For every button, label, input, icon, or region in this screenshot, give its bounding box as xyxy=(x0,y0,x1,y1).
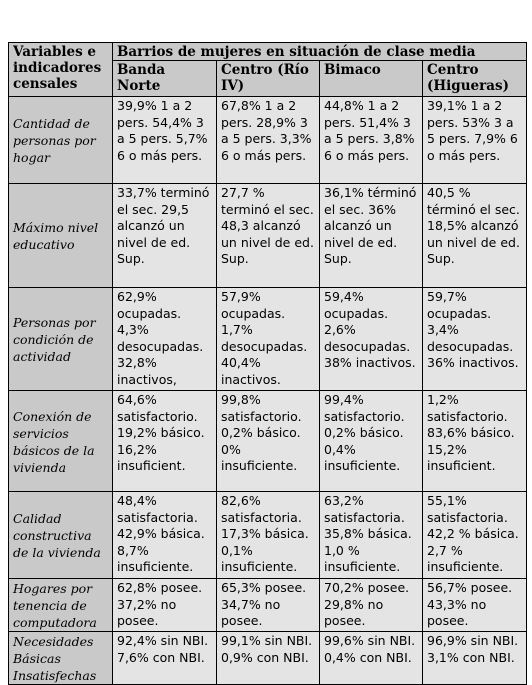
table-row: Máximo nivel educativo 33,7% terminó el … xyxy=(8,183,528,288)
table-cell: 48,4% satisfactoria. 42,9% básica. 8,7% … xyxy=(112,491,217,579)
table-cell: 59,7% ocupadas. 3,4% desocupadas. 36% in… xyxy=(421,287,528,391)
table-cell: 62,8% posee. 37,2% no posee. xyxy=(112,578,217,632)
row-label: Personas por condición de actividad xyxy=(8,287,113,391)
table-row: Conexión de servicios básicos de la vivi… xyxy=(8,390,528,492)
table-row: Calidad constructiva de la vivienda 48,4… xyxy=(8,491,528,579)
table-row: Hogares por tenencia de computadora 62,8… xyxy=(8,578,528,632)
table-cell: 92,4% sin NBI. 7,6% con NBI. xyxy=(112,631,217,685)
table-row: Necesidades Básicas Insatisfechas 92,4% … xyxy=(8,631,528,685)
table-cell: 59,4% ocupadas. 2,6% desocupadas. 38% in… xyxy=(319,287,423,391)
table-cell: 44,8% 1 a 2 pers. 51,4% 3 a 5 pers. 3,8%… xyxy=(319,96,423,184)
table-cell: 36,1% términó el sec. 36% alcanzó un niv… xyxy=(319,183,423,288)
column-header-centro-higueras: Centro (Higueras) xyxy=(421,60,528,97)
table-cell: 57,9% ocupadas. 1,7% desocupadas. 40,4% … xyxy=(216,287,320,391)
row-label: Cantidad de personas por hogar xyxy=(8,96,113,184)
table-header-row: Variables e indicadores censales Barrios… xyxy=(8,42,528,97)
table-cell: 99,8% satisfactorio. 0,2% básico. 0% ins… xyxy=(216,390,320,492)
table-cell: 39,9% 1 a 2 pers. 54,4% 3 a 5 pers. 5,7%… xyxy=(112,96,217,184)
row-label: Calidad constructiva de la vivienda xyxy=(8,491,113,579)
table-row: Personas por condición de actividad 62,9… xyxy=(8,287,528,391)
table-cell: 63,2% satisfactoria. 35,8% básica. 1,0 %… xyxy=(319,491,423,579)
table-cell: 64,6% satisfactorio. 19,2% básico. 16,2%… xyxy=(112,390,217,492)
table-cell: 96,9% sin NBI. 3,1% con NBI. xyxy=(421,631,528,685)
table-cell: 39,1% 1 a 2 pers. 53% 3 a 5 pers. 7,9% 6… xyxy=(421,96,528,184)
neighborhoods-group-header: Barrios de mujeres en situación de clase… xyxy=(111,42,528,61)
table-cell: 62,9% ocupadas. 4,3% desocupadas. 32,8% … xyxy=(112,287,217,391)
column-header-bimaco: Bimaco xyxy=(319,60,423,97)
column-header-banda-norte: Banda Norte xyxy=(112,60,217,97)
table-cell: 27,7 % terminó el sec. 48,3 alcanzó un n… xyxy=(216,183,320,288)
table-cell: 99,6% sin NBI. 0,4% con NBI. xyxy=(319,631,423,685)
column-header-centro-rio-iv: Centro (Río IV) xyxy=(216,60,320,97)
table-cell: 40,5 % términó el sec. 18,5% alcanzó un … xyxy=(421,183,528,288)
variables-header: Variables e indicadores censales xyxy=(8,42,113,97)
column-header-row: Banda Norte Centro (Río IV) Bimaco Centr… xyxy=(9,60,528,97)
table-cell: 1,2% satisfactorio. 83,6% básico. 15,2% … xyxy=(421,390,528,492)
table-cell: 65,3% posee. 34,7% no posee. xyxy=(216,578,320,632)
table-cell: 33,7% terminó el sec. 29,5 alcanzó un ni… xyxy=(112,183,217,288)
row-label: Conexión de servicios básicos de la vivi… xyxy=(8,390,113,492)
table-cell: 99,4% satisfactorio. 0,2% básico. 0,4% i… xyxy=(319,390,423,492)
table-row: Cantidad de personas por hogar 39,9% 1 a… xyxy=(8,96,528,184)
table-cell: 55,1% satisfactoria. 42,2 % básica. 2,7 … xyxy=(421,491,528,579)
table-cell: 99,1% sin NBI. 0,9% con NBI. xyxy=(216,631,320,685)
row-label: Necesidades Básicas Insatisfechas xyxy=(8,631,113,685)
table-cell: 82,6% satisfactoria. 17,3% básica. 0,1% … xyxy=(216,491,320,579)
row-label: Hogares por tenencia de computadora xyxy=(8,578,113,632)
table-cell: 67,8% 1 a 2 pers. 28,9% 3 a 5 pers. 3,3%… xyxy=(216,96,320,184)
row-label: Máximo nivel educativo xyxy=(8,183,113,288)
table-cell: 70,2% posee. 29,8% no posee. xyxy=(319,578,423,632)
census-indicators-table: Variables e indicadores censales Barrios… xyxy=(8,42,528,685)
table-cell: 56,7% posee. 43,3% no posee. xyxy=(421,578,528,632)
